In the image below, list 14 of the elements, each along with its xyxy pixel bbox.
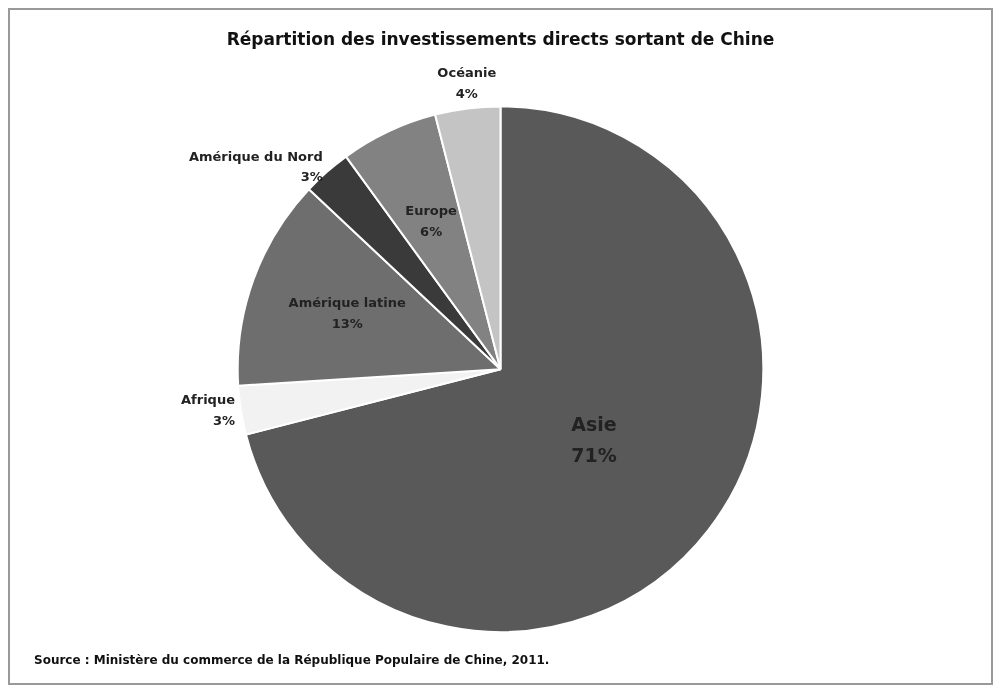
slice-label: Océanie (437, 65, 497, 81)
slice-label: Asie (571, 413, 617, 436)
data-label: 4% (455, 85, 478, 101)
slice-label: Amérique du Nord (188, 148, 323, 164)
source-note: Source : Ministère du commerce de la République Populaire de Chine, 2011. (34, 653, 550, 668)
data-label: 13% (331, 315, 363, 331)
chart-title: Répartition des investissements directs sortant de Chine (226, 28, 775, 49)
data-label: 3% (212, 413, 236, 429)
data-label: 3% (300, 169, 323, 185)
data-label: 6% (420, 223, 443, 239)
slice-label: Europe (405, 202, 458, 218)
slice-label: Amérique latine (288, 294, 406, 310)
data-label: 71% (571, 443, 617, 466)
slice-label: Afrique (181, 392, 236, 408)
